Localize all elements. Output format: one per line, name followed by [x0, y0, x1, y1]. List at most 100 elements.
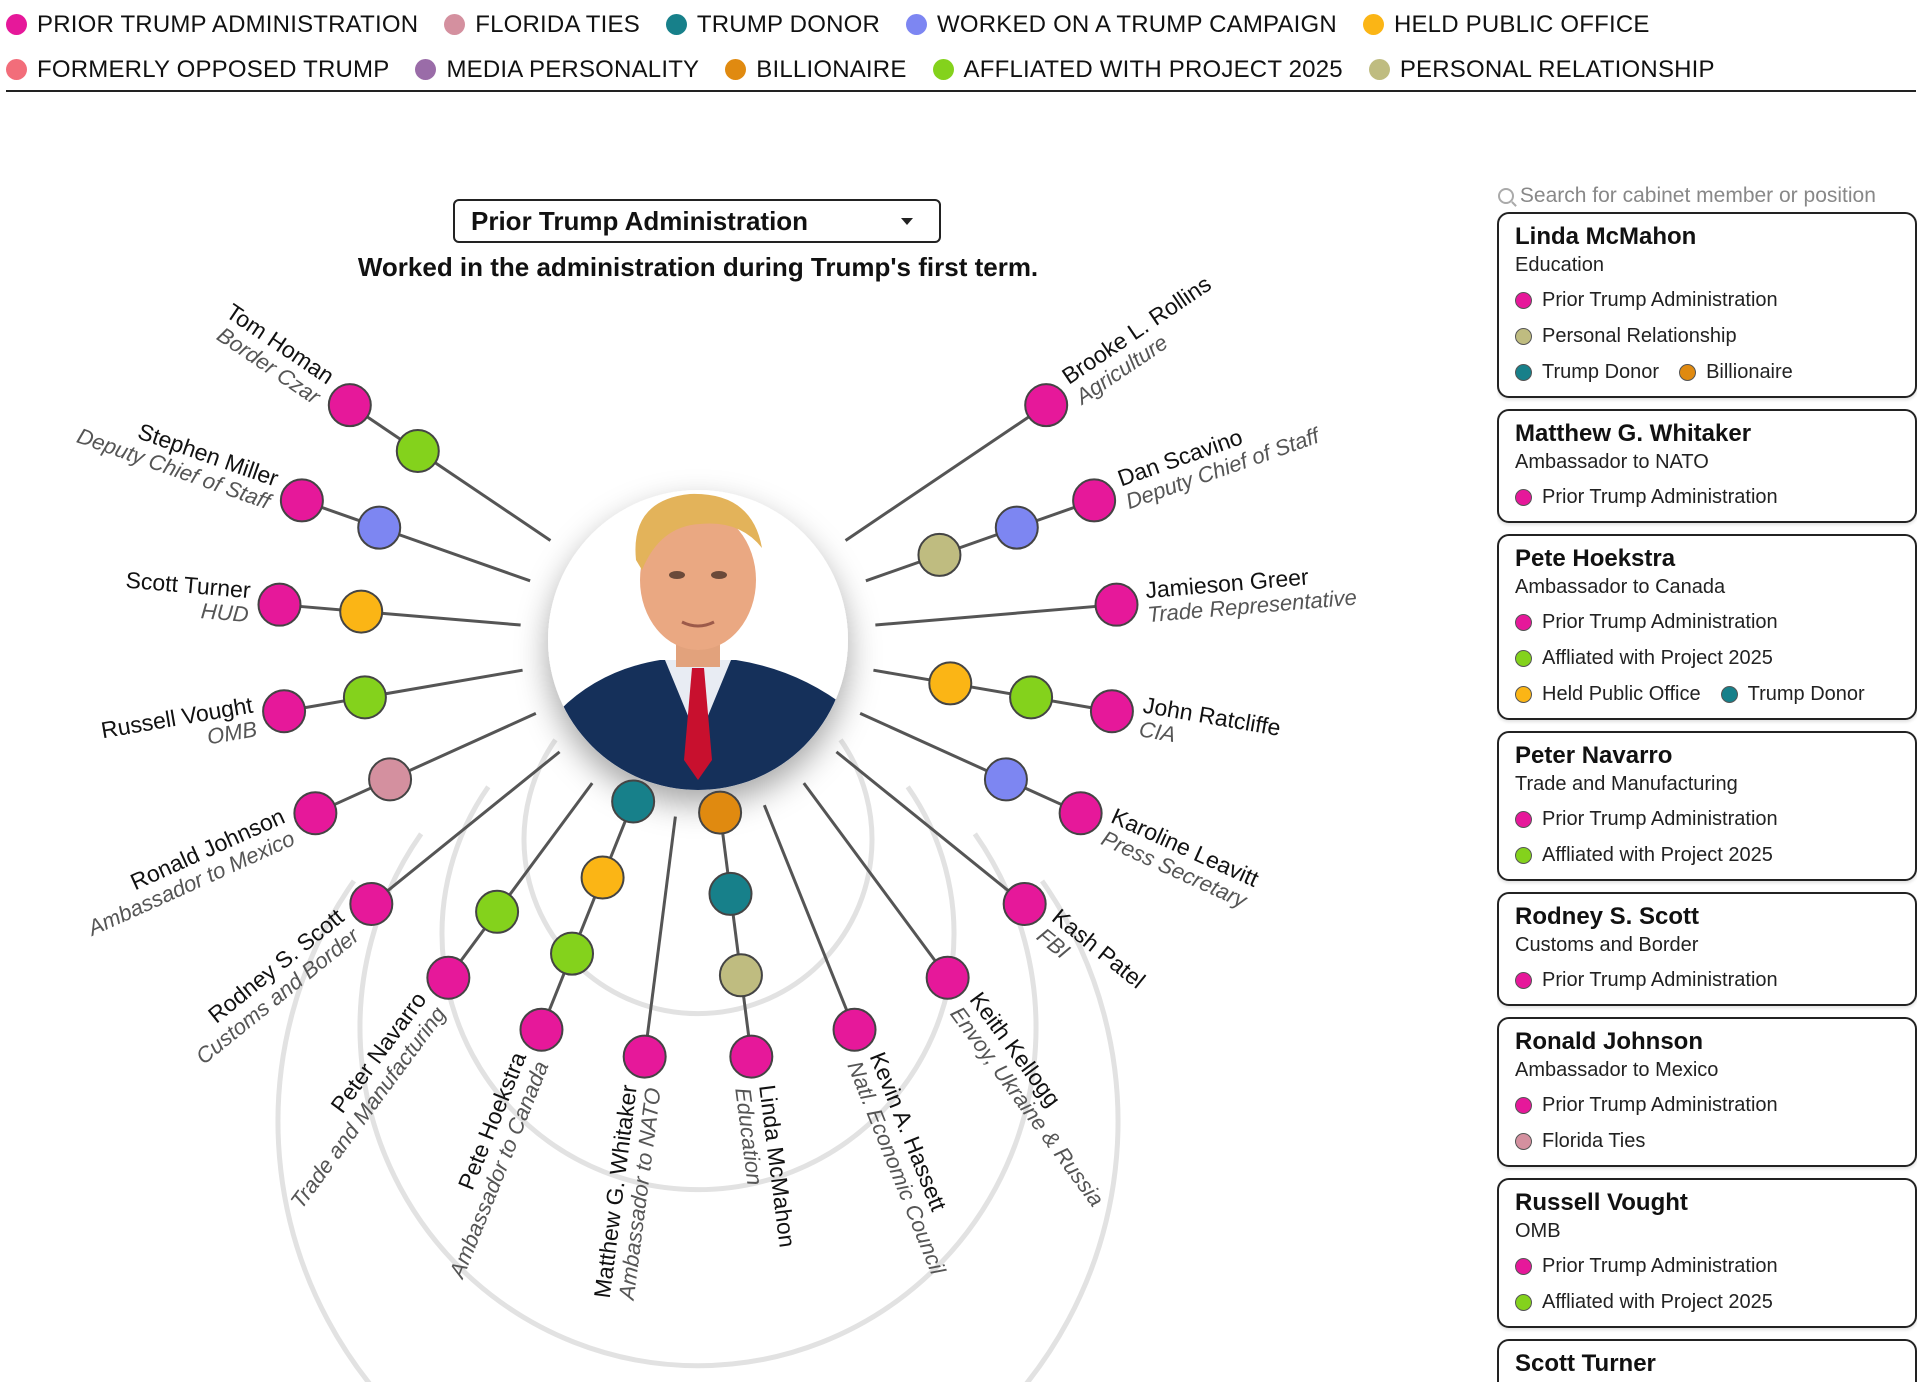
category-dropdown[interactable]: Prior Trump Administration [453, 199, 941, 243]
card-tag: Florida Ties [1515, 1123, 1645, 1159]
card-tag-list: Prior Trump Administration Affliated with… [1515, 604, 1899, 712]
member-dot[interactable] [426, 955, 471, 1000]
trait-dot[interactable] [917, 532, 962, 577]
member-dot[interactable] [1072, 478, 1117, 523]
category-legend: PRIOR TRUMP ADMINISTRATION FLORIDA TIES TR… [6, 0, 1916, 92]
member-dot[interactable] [1094, 582, 1139, 627]
card-member-position: Ambassador to Mexico [1515, 1059, 1719, 1081]
member-dot[interactable] [257, 582, 302, 627]
member-card-list[interactable]: Linda McMahon Education Prior Trump Admini… [1497, 212, 1917, 1382]
member-dot[interactable] [832, 1007, 877, 1052]
spoke-line [719, 816, 753, 1057]
tag-dot-icon [1515, 1293, 1532, 1311]
trait-dot[interactable] [718, 953, 763, 998]
tag-label: Prior Trump Administration [1542, 611, 1778, 633]
trait-dot[interactable] [368, 757, 413, 802]
member-position: Envoy, Ukraine & Russia [945, 1002, 1109, 1211]
card-tag-list: Prior Trump Administration Affliated with… [1515, 801, 1899, 873]
trait-dot[interactable] [994, 505, 1039, 550]
legend-dot-icon [725, 59, 747, 80]
card-tag: Prior Trump Administration [1515, 801, 1778, 837]
card-tag: Billionaire [1679, 354, 1793, 390]
trait-dot[interactable] [580, 855, 625, 900]
trait-dot[interactable] [339, 589, 384, 634]
legend-label: PERSONAL RELATIONSHIP [1399, 55, 1715, 83]
spoke-line [540, 804, 634, 1031]
member-dot[interactable] [293, 791, 338, 836]
trait-dot[interactable] [475, 889, 520, 934]
trait-dot[interactable] [611, 779, 656, 824]
spoke-line [348, 403, 552, 542]
card-tag: Affliated with Project 2025 [1515, 837, 1773, 873]
tag-label: Trump Donor [1542, 361, 1660, 383]
spoke-line [835, 750, 1026, 906]
member-dot[interactable] [729, 1034, 774, 1079]
tag-dot-icon [1720, 685, 1738, 703]
dropdown-selected-label: Prior Trump Administration [471, 205, 809, 236]
member-card[interactable]: Russell Vought OMB Prior Trump Administrat… [1497, 1178, 1917, 1328]
member-dot[interactable] [1002, 881, 1047, 926]
member-card[interactable]: Ronald Johnson Ambassador to Mexico Prior … [1497, 1017, 1917, 1167]
card-member-name: Rodney S. Scott [1515, 903, 1700, 930]
search-input[interactable] [1519, 184, 1916, 208]
trait-dot[interactable] [1009, 675, 1054, 720]
member-card[interactable]: Linda McMahon Education Prior Trump Admini… [1497, 212, 1917, 398]
member-card[interactable]: Rodney S. Scott Customs and Border Prior T… [1497, 892, 1917, 1006]
card-tag: Prior Trump Administration [1515, 1248, 1778, 1284]
member-dot[interactable] [925, 955, 970, 1000]
member-dot[interactable] [519, 1007, 564, 1052]
card-tag: Prior Trump Administration [1515, 604, 1778, 640]
member-dot[interactable] [349, 881, 394, 926]
member-dot[interactable] [1058, 791, 1103, 836]
member-dot[interactable] [262, 689, 307, 734]
tag-dot-icon [1515, 810, 1532, 828]
tag-label: Affliated with Project 2025 [1542, 647, 1773, 669]
tag-label: Prior Trump Administration [1542, 969, 1778, 991]
card-member-position: Education [1515, 254, 1604, 276]
card-tag: Prior Trump Administration [1515, 282, 1778, 318]
legend-label: HELD PUBLIC OFFICE [1393, 10, 1650, 38]
member-position: HUD [200, 598, 250, 627]
legend-item: PRIOR TRUMP ADMINISTRATION [6, 11, 418, 39]
member-dot[interactable] [1024, 383, 1069, 428]
card-member-name: Ronald Johnson [1515, 1028, 1703, 1055]
trait-dot[interactable] [395, 428, 440, 473]
trait-dot[interactable] [983, 757, 1028, 802]
card-tag: Prior Trump Administration [1515, 1087, 1778, 1123]
spoke-line [301, 498, 531, 583]
trait-dot[interactable] [928, 661, 973, 706]
trait-dot[interactable] [550, 931, 595, 976]
trait-dot[interactable] [698, 790, 743, 835]
trait-dot[interactable] [708, 871, 753, 916]
spoke-line [762, 804, 856, 1031]
member-dot[interactable] [1089, 689, 1134, 734]
chevron-down-icon[interactable] [901, 218, 913, 225]
card-member-name: Linda McMahon [1515, 223, 1697, 250]
search-bar[interactable] [1496, 180, 1916, 212]
trait-dot[interactable] [357, 505, 402, 550]
member-dot[interactable] [622, 1034, 667, 1079]
member-card[interactable]: Pete Hoekstra Ambassador to Canada Prior T… [1497, 534, 1917, 720]
member-dot[interactable] [327, 383, 372, 428]
trait-dot[interactable] [342, 675, 387, 720]
member-dot[interactable] [279, 478, 324, 523]
member-card[interactable]: Peter Navarro Trade and Manufacturing Prio… [1497, 731, 1917, 881]
card-member-name: Peter Navarro [1515, 742, 1673, 769]
member-card[interactable]: Matthew G. Whitaker Ambassador to NATO Pri… [1497, 409, 1917, 523]
